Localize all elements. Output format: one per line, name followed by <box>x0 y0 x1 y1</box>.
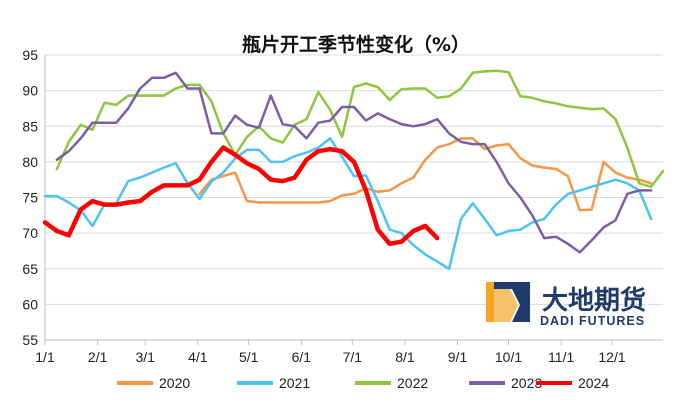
series-line-2023 <box>55 71 653 254</box>
y-tick-label: 60 <box>22 296 38 312</box>
y-tick-label: 90 <box>22 83 38 99</box>
logo-name-cn: 大地期货 <box>542 285 646 316</box>
x-tick-label: 3/1 <box>135 349 155 365</box>
y-tick-label: 80 <box>22 154 38 170</box>
x-tick-label: 11/1 <box>548 349 574 365</box>
y-tick-label: 85 <box>22 118 38 134</box>
y-tick-label: 95 <box>22 47 38 63</box>
x-tick-label: 7/1 <box>343 349 363 365</box>
x-tick-label: 10/1 <box>495 349 522 365</box>
y-axis-ticks: 55 60 65 70 75 80 85 90 95 <box>22 47 38 348</box>
series-line-2022 <box>55 69 665 189</box>
series-lines <box>42 69 665 271</box>
legend-label-2023: 2023 <box>511 375 542 391</box>
x-tick-label: 4/1 <box>188 349 208 365</box>
series-line-2021 <box>43 137 653 271</box>
legend-label-2021: 2021 <box>279 375 310 391</box>
x-tick-label: 8/1 <box>395 349 415 365</box>
x-tick-label: 1/1 <box>35 349 55 365</box>
logo-name-en: DADI FUTURES <box>540 314 645 328</box>
chart-title: 瓶片开工季节性变化（%） <box>242 33 470 56</box>
series-line-2024 <box>42 145 440 247</box>
legend-label-2024: 2024 <box>578 375 609 391</box>
company-logo: 大地期货 DADI FUTURES <box>486 282 646 328</box>
x-tick-label: 12/1 <box>598 349 625 365</box>
axes <box>44 55 663 341</box>
y-tick-label: 70 <box>22 225 38 241</box>
x-axis-ticks: 1/1 2/1 3/1 4/1 5/1 6/1 7/1 8/1 9/1 10/1 11/1 12/1 <box>35 340 626 365</box>
x-tick-label: 9/1 <box>448 349 468 365</box>
y-tick-label: 75 <box>22 190 38 206</box>
x-tick-label: 5/1 <box>239 349 259 365</box>
y-tick-label: 55 <box>22 332 38 348</box>
legend-label-2020: 2020 <box>159 375 190 391</box>
x-tick-label: 2/1 <box>88 349 108 365</box>
series-line-2020 <box>198 137 653 212</box>
y-tick-label: 65 <box>22 261 38 277</box>
legend: 2020 2021 2022 2023 2024 <box>117 375 609 391</box>
logo-mark-icon <box>486 282 530 322</box>
legend-label-2022: 2022 <box>397 375 428 391</box>
x-tick-label: 6/1 <box>292 349 312 365</box>
